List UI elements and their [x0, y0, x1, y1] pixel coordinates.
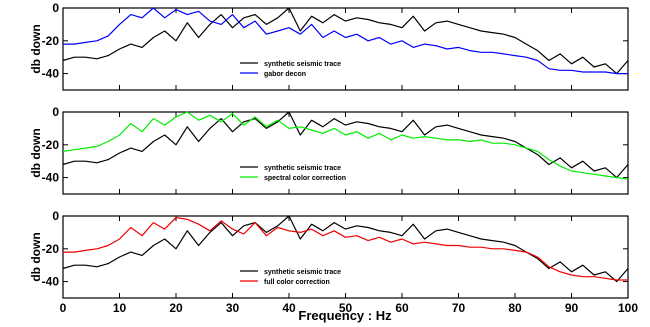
x-tick-label: 40: [282, 301, 296, 315]
y-axis-title: db down: [29, 128, 43, 177]
x-tick-label: 70: [452, 301, 466, 315]
legend: synthetic seismic trace spectral color co…: [238, 161, 368, 183]
x-tick-label: 80: [508, 301, 522, 315]
x-tick-label: 90: [565, 301, 579, 315]
legend: synthetic seismic trace gabor decon: [238, 57, 368, 79]
y-tick-label: 0: [52, 105, 59, 119]
series-line-gabor-decon: [63, 7, 628, 75]
legend-label: gabor decon: [264, 71, 306, 78]
series-line-synthetic-seismic-trace: [62, 215, 629, 283]
series-line-spectral-color-correction: [62, 111, 629, 180]
y-tick-label: -40: [42, 171, 60, 185]
legend-label: synthetic seismic trace: [264, 269, 341, 276]
legend-label: spectral color correction: [264, 175, 346, 182]
x-tick-label: 20: [169, 301, 183, 315]
x-tick-label: 10: [113, 301, 127, 315]
legend-box: [238, 57, 368, 79]
x-tick-label: 0: [60, 301, 67, 315]
series-line-synthetic-seismic-trace: [62, 7, 629, 75]
y-tick-label: 0: [52, 209, 59, 223]
y-tick-label: -20: [42, 138, 60, 152]
y-axis-title: db down: [29, 24, 43, 73]
y-tick-label: 0: [52, 1, 59, 15]
y-axis-title: db down: [29, 232, 43, 281]
y-tick-label: -40: [42, 67, 60, 81]
y-tick-label: -20: [42, 242, 60, 256]
series-line-full-color-correction: [63, 217, 628, 281]
legend-box: [238, 161, 368, 183]
y-tick-label: -20: [42, 34, 60, 48]
series-line-synthetic-seismic-trace: [62, 111, 629, 179]
legend-label: synthetic seismic trace: [264, 165, 341, 172]
legend-label: full color correction: [264, 279, 330, 286]
legend-label: synthetic seismic trace: [264, 61, 341, 68]
x-tick-label: 30: [226, 301, 240, 315]
legend-box: [238, 265, 368, 287]
legend: synthetic seismic trace full color correc…: [238, 265, 368, 287]
x-axis-title: Frequency : Hz: [298, 308, 392, 323]
y-tick-label: -40: [42, 275, 60, 289]
x-tick-label: 60: [395, 301, 409, 315]
x-tick-label: 100: [618, 301, 638, 315]
x-tick-label: 50: [339, 301, 353, 315]
